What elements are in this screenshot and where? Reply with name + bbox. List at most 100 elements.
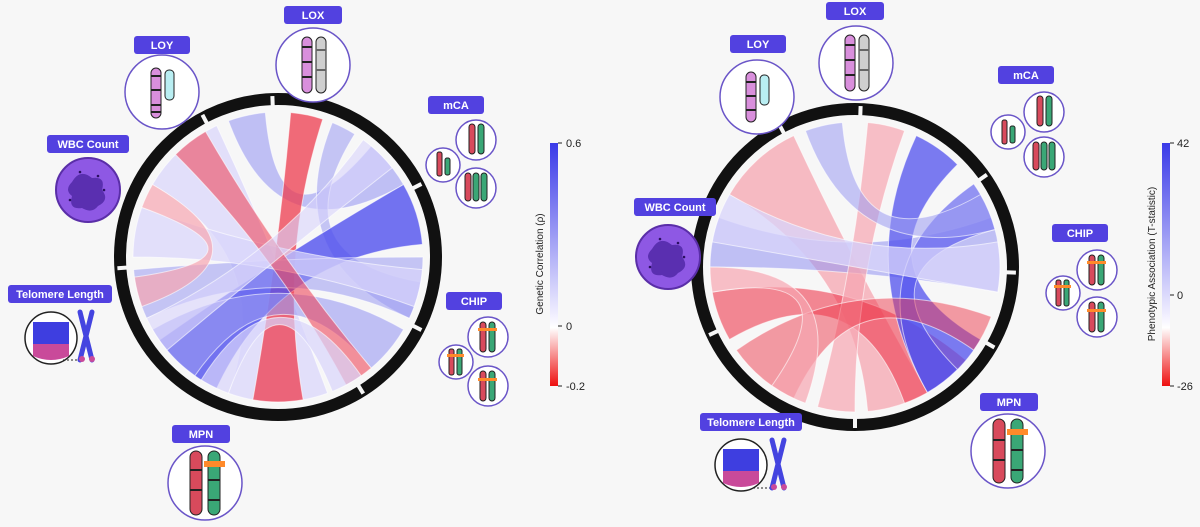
right-mpn-node: MPN [970,393,1046,489]
chromosome-icon [844,34,870,92]
mca-icon-circle-1 [1023,91,1065,133]
right-tl-label: Telomere Length [707,417,795,429]
right-mpn-label: MPN [997,397,1022,409]
chip-icon-circle-2 [1045,275,1081,311]
loy-icon-circle [719,59,795,135]
left-colorbar-title: Genetic Correlation (ρ) [535,213,546,314]
left-loy-label: LOY [151,40,174,52]
right-chord-diagram [691,103,1019,431]
ring-segment-gap [857,106,863,125]
right-loy-badge: LOY [730,35,786,53]
right-colorbar-min: -26 [1177,381,1193,393]
right-chip-node: CHIP [1045,224,1118,338]
ring-segment-gap [117,264,136,271]
mpn-icon-circle [167,445,243,521]
right-mca-label: mCA [1013,70,1039,82]
right-colorbar-mid: 0 [1177,290,1183,302]
right-colorbar-gradient [1162,143,1170,386]
right-mpn-badge: MPN [980,393,1038,411]
left-colorbar-gradient [550,143,558,386]
ring-segment-gap [270,96,276,115]
ring-segment-gap [708,325,727,337]
chord-ribbon [804,122,996,239]
chip-icon-circle-2 [438,344,474,380]
right-wbc-badge: WBC Count [634,198,716,216]
right-loy-label: LOY [747,39,770,51]
left-colorbar: 0.6 0 -0.2 Genetic Correlation (ρ) [535,138,585,393]
loy-icon-circle [124,54,200,130]
right-colorbar: 42 0 -26 Phenotypic Association (T-stati… [1147,138,1193,393]
right-tl-badge: Telomere Length [700,413,802,431]
left-chords [132,112,424,403]
chip-icon-circle-1 [467,316,509,358]
left-tl-node: Telomere Length [8,285,112,365]
lox-icon-circle [818,25,894,101]
chromosome-icon [301,36,327,94]
mca-icon-circle-1 [455,119,497,161]
ring-segment-gap [997,269,1016,275]
chord-ribbon [145,138,393,351]
left-lox-node: LOX [275,6,351,103]
left-colorbar-min: -0.2 [566,381,585,393]
right-wbc-node: WBC Count [634,198,716,290]
chord-ribbon [133,183,214,308]
chord-ribbon [711,193,1001,293]
white-blood-cell-icon [55,157,121,223]
left-chip-badge: CHIP [446,292,502,310]
lox-icon-circle [275,27,351,103]
chromosome-icon [150,67,175,119]
mpn-icon-circle [970,413,1046,489]
mca-icon-circle-2 [425,147,461,183]
left-chord-diagram [114,93,442,421]
left-mpn-label: MPN [189,429,214,441]
left-mpn-badge: MPN [172,425,230,443]
left-mca-node: mCA [425,96,497,209]
chord-ribbon [709,266,819,404]
chromosome-icon [189,450,225,516]
left-tl-badge: Telomere Length [8,285,112,303]
right-colorbar-title: Phenotypic Association (T-statistic) [1147,187,1158,342]
chord-ribbon [200,316,362,394]
right-mca-badge: mCA [998,66,1054,84]
right-lox-node: LOX [818,2,894,101]
telomere-icon [714,437,787,492]
ring-segment-gap [970,173,989,187]
chip-icon-circle-3 [1076,296,1118,338]
left-colorbar-mid: 0 [566,321,572,333]
chromosome-icon [992,418,1028,484]
right-lox-badge: LOX [826,2,884,20]
right-lox-label: LOX [844,6,867,18]
left-mca-badge: mCA [428,96,484,114]
white-blood-cell-icon [635,224,701,290]
chromosome-icon [436,123,488,202]
right-chip-label: CHIP [1067,228,1093,240]
right-panel: LOY LOX [634,2,1193,492]
ring-segment-gap [404,320,423,332]
right-chords [709,122,1001,413]
right-ring-gaps [708,106,1016,428]
left-panel: LOY LOX [8,6,585,521]
left-mca-label: mCA [443,100,469,112]
right-tl-node: Telomere Length [700,413,802,492]
right-mca-node: mCA [990,66,1065,178]
left-chip-node: CHIP [438,292,509,407]
left-loy-badge: LOY [134,36,190,54]
right-wbc-label: WBC Count [644,202,705,214]
chromosome-icon [1001,95,1056,171]
chip-icon-circle-3 [467,365,509,407]
left-ring-gaps [117,96,423,395]
chip-icon-circle-1 [1076,249,1118,291]
left-tl-label: Telomere Length [16,289,104,301]
left-lox-badge: LOX [284,6,342,24]
ring-segment-gap [977,336,996,350]
chromosome-icon [447,321,497,402]
ring-segment-gap [200,113,213,132]
left-mpn-node: MPN [167,425,243,521]
left-loy-node: LOY [124,36,200,130]
right-loy-node: LOY [719,35,795,135]
left-chip-label: CHIP [461,296,487,308]
chromosome-icon [745,71,770,123]
left-wbc-node: WBC Count [47,135,129,223]
left-wbc-label: WBC Count [57,139,118,151]
